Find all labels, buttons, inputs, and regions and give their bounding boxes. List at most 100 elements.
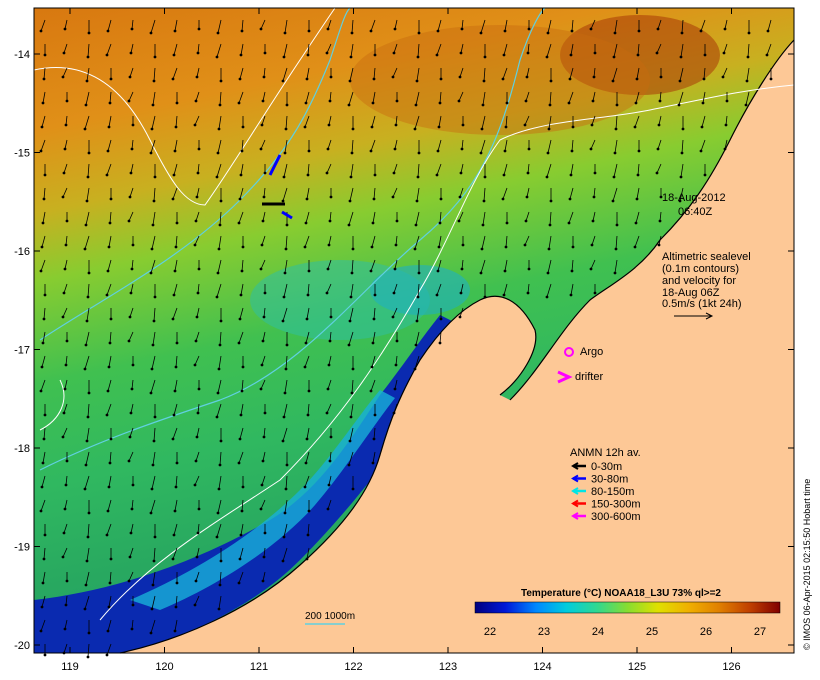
velocity-vector-head bbox=[217, 247, 221, 251]
velocity-vector-head bbox=[722, 51, 726, 55]
velocity-vector-head bbox=[175, 461, 179, 465]
velocity-vector bbox=[85, 91, 90, 106]
velocity-vectors bbox=[39, 19, 773, 659]
velocity-vector bbox=[63, 403, 68, 414]
velocity-vector bbox=[525, 211, 530, 222]
velocity-vector-head bbox=[393, 387, 397, 391]
lat-tick-label: -16 bbox=[14, 246, 30, 258]
velocity-vector-head bbox=[62, 411, 66, 415]
velocity-vector-head bbox=[480, 127, 484, 131]
velocity-vector bbox=[481, 235, 486, 250]
sealevel-contour bbox=[39, 379, 65, 431]
velocity-vector-head bbox=[193, 243, 197, 247]
velocity-vector bbox=[483, 187, 486, 202]
velocity-vector bbox=[371, 355, 376, 368]
velocity-vector-head bbox=[590, 243, 594, 247]
velocity-vector-head bbox=[130, 267, 134, 271]
velocity-vector bbox=[195, 451, 200, 462]
velocity-vector bbox=[348, 91, 354, 106]
velocity-vector-head bbox=[503, 149, 507, 153]
velocity-vector-head bbox=[479, 151, 483, 155]
velocity-vector bbox=[106, 283, 112, 296]
velocity-vector-head bbox=[131, 483, 135, 487]
velocity-vector-head bbox=[568, 77, 572, 81]
velocity-vector-head bbox=[591, 99, 595, 103]
velocity-vector bbox=[327, 19, 332, 30]
velocity-vector bbox=[329, 211, 332, 222]
velocity-vector bbox=[414, 235, 420, 250]
velocity-vector-head bbox=[570, 29, 574, 33]
velocity-vector-head bbox=[350, 271, 354, 275]
velocity-vector-head bbox=[196, 411, 200, 415]
velocity-vector-head bbox=[283, 271, 287, 275]
velocity-vector-head bbox=[39, 509, 43, 513]
velocity-vector-head bbox=[349, 295, 353, 299]
velocity-vector-head bbox=[415, 319, 419, 323]
velocity-vector bbox=[351, 379, 354, 394]
velocity-vector-head bbox=[84, 103, 88, 107]
lon-tick-label: 122 bbox=[344, 661, 362, 673]
velocity-vector-head bbox=[303, 245, 307, 249]
colorbar-tick-label: 24 bbox=[592, 626, 604, 638]
velocity-vector bbox=[547, 259, 552, 274]
land bbox=[120, 8, 794, 653]
velocity-vector-head bbox=[64, 603, 68, 607]
velocity-vector bbox=[172, 67, 178, 80]
velocity-vector-head bbox=[263, 51, 267, 55]
velocity-vector-head bbox=[744, 103, 748, 107]
velocity-vector bbox=[436, 283, 442, 296]
velocity-vector bbox=[284, 139, 288, 154]
velocity-vector bbox=[459, 67, 464, 78]
velocity-vector-head bbox=[373, 53, 377, 57]
velocity-vector-head bbox=[261, 459, 265, 463]
velocity-vector-head bbox=[677, 103, 681, 107]
velocity-vector-head bbox=[633, 125, 637, 129]
velocity-vector-head bbox=[526, 291, 530, 295]
velocity-vector-head bbox=[149, 631, 153, 635]
velocity-vector bbox=[65, 475, 68, 486]
velocity-vector bbox=[305, 331, 310, 344]
velocity-vector bbox=[350, 43, 354, 58]
velocity-vector-head bbox=[766, 29, 770, 33]
velocity-vector bbox=[505, 235, 508, 248]
lon-tick-label: 125 bbox=[628, 661, 646, 673]
velocity-vector bbox=[106, 43, 112, 56]
colorbar-title: Temperature (°C) NOAA18_L3U 73% ql>=2 bbox=[521, 588, 721, 599]
velocity-vector bbox=[415, 211, 420, 226]
velocity-vector bbox=[153, 187, 156, 202]
velocity-vector bbox=[64, 379, 68, 390]
velocity-vector-head bbox=[569, 293, 573, 297]
velocity-vector-head bbox=[371, 101, 375, 105]
velocity-vector-head bbox=[656, 27, 660, 31]
velocity-vector-head bbox=[436, 269, 440, 273]
velocity-vector bbox=[304, 115, 310, 128]
velocity-vector-head bbox=[325, 291, 329, 295]
velocity-vector bbox=[329, 451, 332, 462]
velocity-vector-head bbox=[108, 461, 112, 465]
velocity-vector-head bbox=[414, 343, 418, 347]
lat-tick-label: -14 bbox=[14, 49, 30, 61]
velocity-vector-head bbox=[350, 31, 354, 35]
velocity-vector-head bbox=[128, 195, 132, 199]
velocity-vector-head bbox=[348, 79, 352, 83]
velocity-vector-head bbox=[43, 293, 47, 297]
velocity-vector-head bbox=[105, 173, 109, 177]
velocity-vector bbox=[549, 91, 552, 106]
velocity-vector bbox=[527, 283, 530, 294]
velocity-vector-head bbox=[369, 389, 373, 393]
velocity-vector-head bbox=[349, 415, 353, 419]
velocity-vector bbox=[131, 139, 134, 150]
velocity-vector-head bbox=[259, 267, 263, 271]
velocity-vector bbox=[41, 355, 46, 368]
velocity-vector bbox=[129, 187, 134, 198]
velocity-vector bbox=[216, 163, 222, 178]
velocity-vector bbox=[395, 355, 398, 366]
velocity-vector bbox=[415, 331, 420, 346]
velocity-vector-head bbox=[524, 99, 528, 103]
velocity-vector-head bbox=[328, 99, 332, 103]
velocity-vector bbox=[217, 379, 222, 394]
colorbar-tick-label: 23 bbox=[538, 626, 550, 638]
velocity-vector-head bbox=[546, 31, 550, 35]
velocity-vector bbox=[150, 499, 156, 514]
